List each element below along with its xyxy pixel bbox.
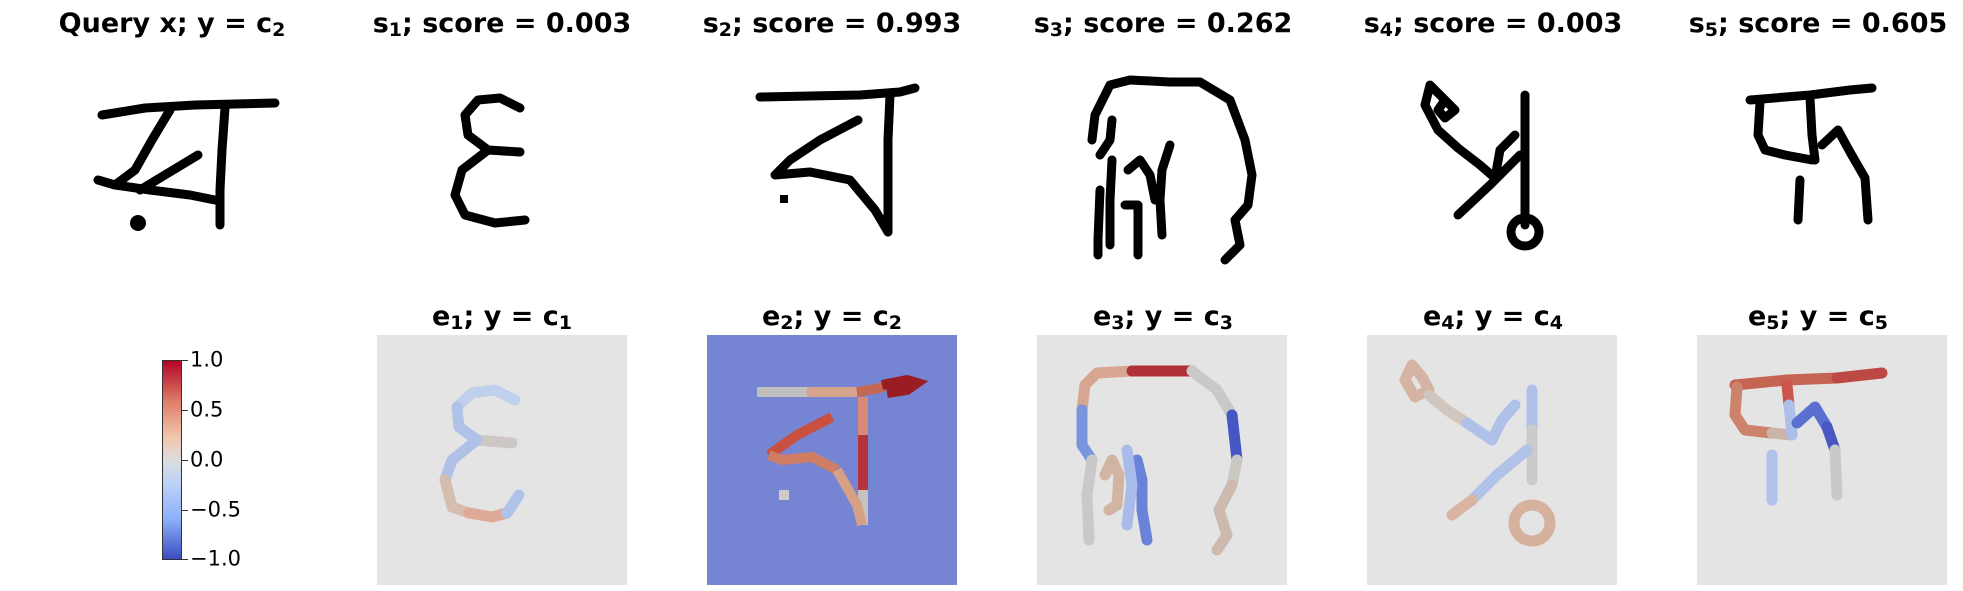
colorbar-tick-label: 0.5 xyxy=(190,397,224,422)
colorbar-tick xyxy=(182,360,188,361)
support-glyph-4-image xyxy=(1420,80,1544,251)
explanation-map-1 xyxy=(377,335,627,585)
colorbar-tick xyxy=(182,559,188,560)
colorbar-tick-label: −0.5 xyxy=(190,497,241,522)
support-title-1: s1; score = 0.003 xyxy=(372,8,632,41)
colorbar-tick xyxy=(182,510,188,511)
colorbar-tick xyxy=(182,460,188,461)
support-title-4: s4; score = 0.003 xyxy=(1363,8,1623,41)
colorbar-tick xyxy=(182,410,188,411)
explanation-title-3: e3; y = c3 xyxy=(1092,301,1234,334)
query-glyph-image xyxy=(93,98,280,231)
explanation-glyph-2 xyxy=(757,374,929,527)
support-title-5: s5; score = 0.605 xyxy=(1688,8,1948,41)
query-title: Query x; y = c2 xyxy=(58,8,286,41)
explanation-glyph-1 xyxy=(439,384,525,523)
support-glyph-5-image xyxy=(1745,83,1877,225)
colorbar-tick-label: −1.0 xyxy=(190,546,241,571)
support-glyph-3-image xyxy=(1087,75,1257,265)
support-glyph-1-image xyxy=(450,93,530,228)
explanation-map-2 xyxy=(707,335,957,585)
explanation-map-background xyxy=(1037,335,1287,585)
explanation-map-5 xyxy=(1697,335,1947,585)
colorbar-tick-label: 0.0 xyxy=(190,447,224,472)
explanation-glyph-5 xyxy=(1729,367,1888,506)
support-title-2: s2; score = 0.993 xyxy=(702,8,962,41)
explanation-map-background xyxy=(377,335,627,585)
explanation-title-4: e4; y = c4 xyxy=(1422,301,1564,334)
explanation-map-3 xyxy=(1037,335,1287,585)
explanation-map-background xyxy=(707,335,957,585)
support-title-3: s3; score = 0.262 xyxy=(1033,8,1293,41)
explanation-glyph-4 xyxy=(1399,359,1556,547)
explanation-title-2: e2; y = c2 xyxy=(761,301,903,334)
colorbar-tick-label: 1.0 xyxy=(190,347,224,372)
explanation-title-5: e5; y = c5 xyxy=(1747,301,1889,334)
support-glyph-2-image xyxy=(755,83,920,237)
explanation-glyph-3 xyxy=(1076,365,1243,556)
colorbar xyxy=(162,360,182,560)
explanation-title-1: e1; y = c1 xyxy=(431,301,573,334)
explanation-map-4 xyxy=(1367,335,1617,585)
